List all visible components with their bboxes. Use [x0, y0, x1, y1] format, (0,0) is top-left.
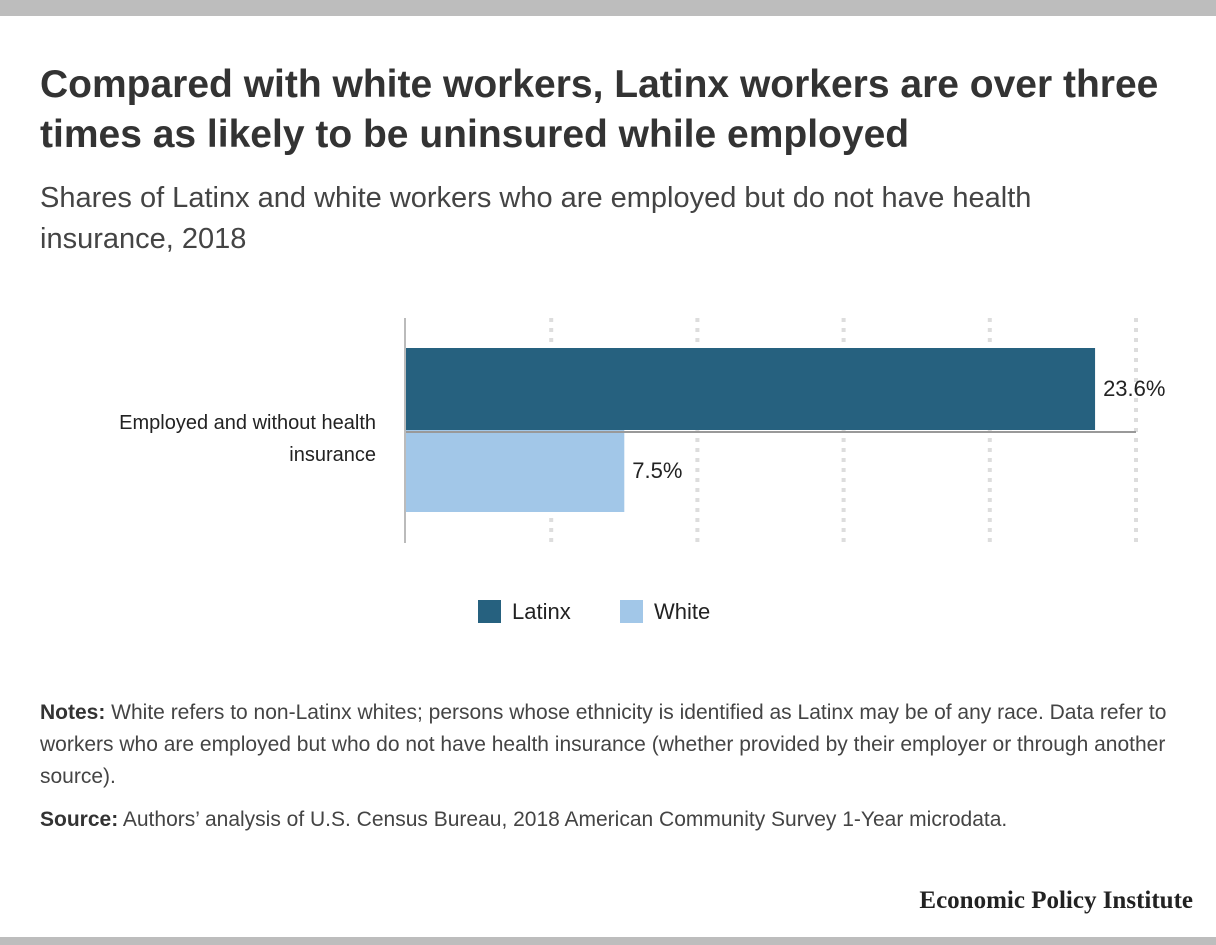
chart-subtitle: Shares of Latinx and white workers who a…	[40, 182, 1032, 255]
legend-swatch-latinx	[478, 600, 501, 623]
notes-label: Notes:	[40, 701, 106, 724]
source-text: Authors’ analysis of U.S. Census Bureau,…	[118, 808, 1008, 831]
data-labels: 23.6% 7.5%	[632, 376, 1165, 483]
bar-chart: 23.6% 7.5%	[404, 318, 1165, 543]
legend-label-white: White	[654, 599, 711, 624]
chart-title: Compared with white workers, Latinx work…	[40, 63, 1159, 156]
source-label: Source:	[40, 808, 119, 831]
bar-latinx	[405, 348, 1096, 430]
data-label-latinx: 23.6%	[1103, 376, 1165, 401]
bar-white	[405, 430, 625, 512]
category-label: Employed and without health insurance	[119, 412, 376, 466]
top-border-bar	[0, 0, 1216, 16]
notes-text: White refers to non-Latinx whites; perso…	[40, 701, 1167, 788]
legend-label-latinx: Latinx	[512, 599, 571, 624]
data-label-white: 7.5%	[632, 458, 682, 483]
chart-source: Source: Authors’ analysis of U.S. Census…	[40, 804, 1190, 836]
bottom-border-bar	[0, 937, 1216, 945]
epi-logo: Economic Policy Institute	[919, 887, 1193, 914]
chart-notes: Notes: White refers to non-Latinx whites…	[40, 697, 1190, 793]
bars	[404, 318, 1136, 543]
legend-swatch-white	[620, 600, 643, 623]
